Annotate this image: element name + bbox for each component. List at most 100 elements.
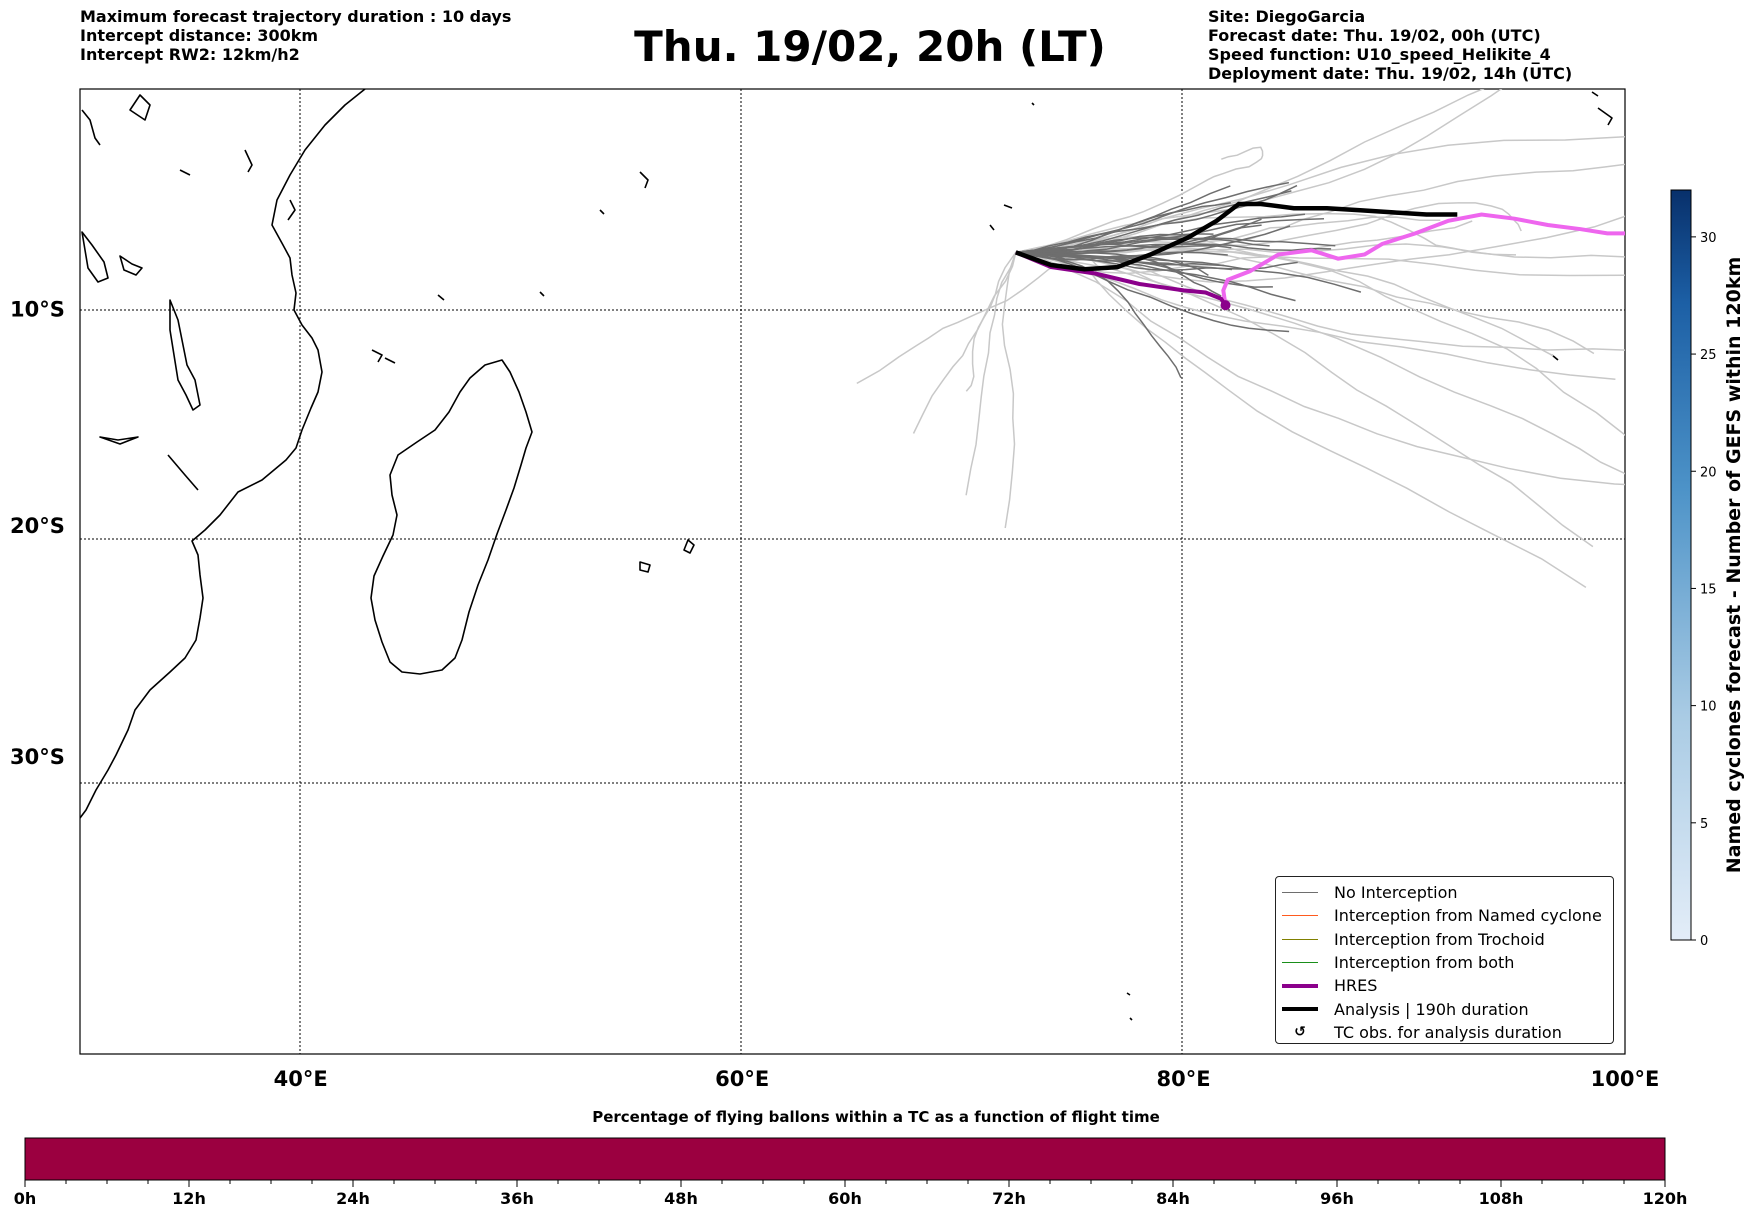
zanzibar-island [81, 231, 109, 283]
analysis-trajectory [1015, 201, 1458, 272]
longitude-labels: 40°E 60°E 80°E 100°E [274, 1067, 1660, 1091]
colorbar-tick-label: 30 [1700, 231, 1717, 246]
legend: No Interception Interception from Named … [1275, 876, 1614, 1044]
ensemble-trajectory-light [1015, 89, 1503, 254]
legend-swatch [1282, 938, 1318, 940]
rotate-arrow-icon: ↺ [1294, 1024, 1306, 1041]
latitude-labels: 10°S 20°S 30°S [10, 297, 65, 769]
lon-label-100e: 100°E [1591, 1067, 1660, 1091]
header-left-line-1: Maximum forecast trajectory duration : 1… [80, 7, 512, 26]
flight-time-tick-label: 0h [14, 1189, 37, 1208]
small-island-4 [539, 291, 545, 297]
flight-time-tick-label: 48h [664, 1189, 698, 1208]
hres-end-marker [1220, 300, 1231, 311]
flight-time-tick-label: 24h [336, 1189, 370, 1208]
legend-item-tc-obs: ↺ TC obs. for analysis duration [1282, 1021, 1607, 1044]
lat-label-10s: 10°S [10, 297, 65, 321]
legend-label: TC obs. for analysis duration [1334, 1022, 1562, 1042]
small-island-10 [1591, 91, 1599, 97]
legend-swatch [1282, 983, 1318, 988]
ensemble-trajectories-dark [1015, 181, 1362, 379]
flight-time-tick-label: 72h [992, 1189, 1026, 1208]
ensemble-trajectory-light [1015, 251, 1594, 548]
legend-label: HRES [1334, 976, 1378, 996]
ensemble-trajectory-dark [1015, 236, 1270, 254]
ensemble-trajectory-dark [1015, 237, 1336, 254]
header-right-line-4: Deployment date: Thu. 19/02, 14h (UTC) [1208, 64, 1573, 83]
header-right-line-3: Speed function: U10_speed_Helikite_4 [1208, 45, 1551, 64]
legend-swatch [1282, 1007, 1318, 1012]
small-island-7 [1003, 204, 1013, 209]
colorbar-tick-label: 25 [1700, 348, 1717, 363]
colorbar-tick-label: 20 [1700, 465, 1717, 480]
seychelles-reef [119, 255, 143, 276]
reunion-island [683, 539, 695, 554]
ensemble-trajectory-dark [1015, 225, 1291, 259]
lat-label-30s: 30°S [10, 745, 65, 769]
legend-item-trochoid: Interception from Trochoid [1282, 928, 1607, 951]
flight-time-tick-label: 108h [1479, 1189, 1524, 1208]
small-island-1 [371, 349, 383, 363]
seychelles-cluster [129, 94, 151, 121]
flight-time-tick-label: 96h [1320, 1189, 1354, 1208]
ensemble-trajectory-dark [1015, 243, 1332, 254]
legend-item-no-interception: No Interception [1282, 881, 1607, 904]
flight-time-bar [24, 1137, 1666, 1181]
colorbar-tick-label: 15 [1700, 582, 1717, 597]
legend-label: Interception from Trochoid [1334, 929, 1545, 949]
colorbar-tick-label: 10 [1700, 700, 1717, 715]
hres-trajectory-pink [1221, 212, 1625, 306]
ensemble-trajectory-light [965, 252, 1017, 496]
comoros-island [169, 299, 201, 411]
ensemble-trajectory-light [1015, 251, 1625, 486]
small-island-14 [1031, 102, 1035, 106]
mauritius-island [639, 561, 651, 573]
comoros-reef [99, 436, 139, 445]
ensemble-trajectory-light [1015, 246, 1625, 436]
legend-swatch [1282, 962, 1318, 964]
legend-swatch [1282, 892, 1318, 894]
flight-time-title: Percentage of flying ballons within a TC… [592, 1108, 1160, 1126]
ensemble-trajectory-dark [1015, 181, 1290, 254]
lon-label-80e: 80°E [1157, 1067, 1211, 1091]
legend-label: No Interception [1334, 883, 1458, 903]
small-island-13 [1129, 1017, 1133, 1021]
lon-label-40e: 40°E [274, 1067, 328, 1091]
legend-swatch [1282, 915, 1318, 917]
africa-coastline [80, 89, 366, 819]
legend-item-named-cyclone: Interception from Named cyclone [1282, 904, 1607, 927]
legend-item-both: Interception from both [1282, 951, 1607, 974]
colorbar-ticks: 0 5 10 15 20 25 30 [1691, 231, 1717, 949]
legend-label: Analysis | 190h duration [1334, 999, 1529, 1019]
ensemble-trajectory-light [1015, 212, 1517, 256]
flight-time-tick-label: 12h [172, 1189, 206, 1208]
small-island-6 [599, 209, 605, 215]
small-island-12 [1126, 992, 1131, 996]
horn-of-africa-coast [81, 109, 101, 146]
flight-time-tick-label: 36h [500, 1189, 534, 1208]
legend-label: Interception from both [1334, 953, 1515, 973]
small-island-8 [989, 224, 995, 231]
header-right-line-2: Forecast date: Thu. 19/02, 00h (UTC) [1208, 26, 1541, 45]
main-title: Thu. 19/02, 20h (LT) [634, 22, 1106, 71]
small-island-9 [1597, 107, 1613, 126]
mozambique-coast-fragment [167, 454, 199, 491]
lat-label-20s: 20°S [10, 514, 65, 538]
ensemble-trajectory-light [1015, 146, 1264, 254]
header-left-line-3: Intercept RW2: 12km/h2 [80, 45, 300, 64]
legend-item-analysis: Analysis | 190h duration [1282, 997, 1607, 1020]
small-island-5 [639, 171, 649, 189]
colorbar-tick-label: 5 [1700, 817, 1708, 832]
small-island-3 [437, 294, 445, 301]
small-island-2 [384, 357, 396, 364]
madagascar-coastline [370, 359, 533, 675]
flight-time-tick-label: 120h [1643, 1189, 1688, 1208]
flight-time-tick-label: 60h [828, 1189, 862, 1208]
ensemble-trajectory-light [1001, 252, 1017, 529]
header-right-line-1: Site: DiegoGarcia [1208, 7, 1366, 26]
flight-time-ticks: 0h 12h 24h 36h 48h 60h 72h 84h 96h 108h 120h [14, 1180, 1688, 1208]
ensemble-trajectory-light [912, 252, 1017, 434]
ensemble-trajectory-dark [1015, 251, 1182, 379]
colorbar-tick-label: 0 [1700, 934, 1708, 949]
legend-label: Interception from Named cyclone [1334, 906, 1602, 926]
